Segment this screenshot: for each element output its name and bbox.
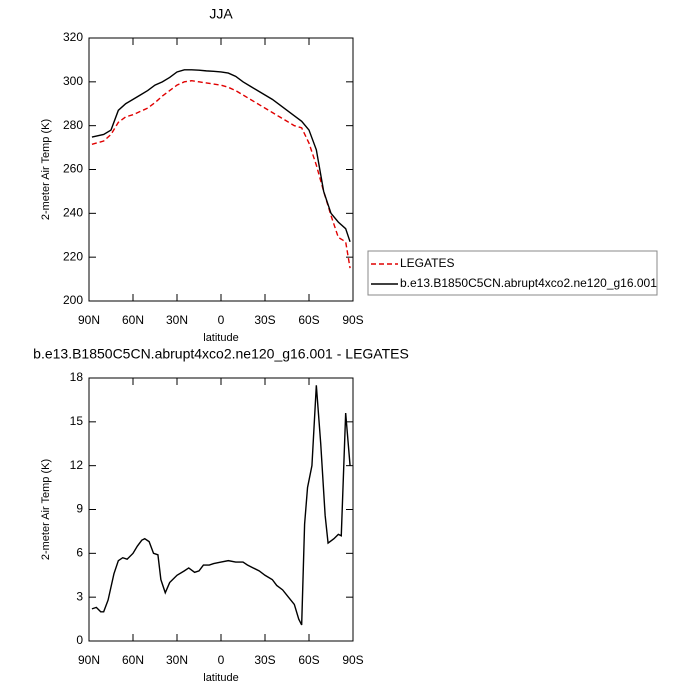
y-tick-label: 18 — [70, 370, 84, 384]
series-line — [91, 69, 351, 243]
y-tick-label: 9 — [76, 502, 83, 516]
plot-frame — [88, 377, 354, 642]
x-tick-label: 60N — [122, 313, 144, 327]
chart-title: JJA — [209, 6, 233, 22]
x-tick-label: 90S — [342, 313, 363, 327]
legend-box — [367, 250, 658, 296]
y-tick-label: 6 — [76, 546, 83, 560]
legend-label: LEGATES — [400, 256, 454, 270]
x-axis-label: latitude — [203, 332, 238, 344]
y-tick-label: 240 — [63, 206, 83, 220]
y-tick-label: 15 — [70, 414, 84, 428]
x-tick-label: 90N — [78, 653, 100, 667]
x-axis-label: latitude — [203, 672, 238, 684]
y-tick-label: 0 — [76, 633, 83, 647]
y-tick-label: 280 — [63, 118, 83, 132]
x-tick-label: 30N — [166, 653, 188, 667]
series-line — [91, 385, 351, 626]
y-tick-label: 300 — [63, 74, 83, 88]
y-tick-label: 12 — [70, 458, 84, 472]
y-tick-label: 320 — [63, 30, 83, 44]
x-tick-label: 60N — [122, 653, 144, 667]
x-tick-label: 90N — [78, 313, 100, 327]
x-tick-label: 30S — [254, 313, 275, 327]
x-tick-label: 60S — [298, 653, 319, 667]
x-tick-label: 30N — [166, 313, 188, 327]
plot-frame — [88, 37, 354, 302]
legend-label: b.e13.B1850C5CN.abrupt4xco2.ne120_g16.00… — [400, 276, 657, 290]
y-tick-label: 220 — [63, 249, 83, 263]
x-tick-label: 60S — [298, 313, 319, 327]
x-tick-label: 0 — [218, 653, 225, 667]
series-line — [91, 80, 351, 269]
y-tick-label: 3 — [76, 589, 83, 603]
x-tick-label: 0 — [218, 313, 225, 327]
x-tick-label: 90S — [342, 653, 363, 667]
y-tick-label: 200 — [63, 293, 83, 307]
x-tick-label: 30S — [254, 653, 275, 667]
y-axis-label: 2-meter Air Temp (K) — [40, 119, 52, 220]
y-axis-label: 2-meter Air Temp (K) — [40, 459, 52, 560]
chart-title: b.e13.B1850C5CN.abrupt4xco2.ne120_g16.00… — [33, 346, 409, 362]
y-tick-label: 260 — [63, 162, 83, 176]
